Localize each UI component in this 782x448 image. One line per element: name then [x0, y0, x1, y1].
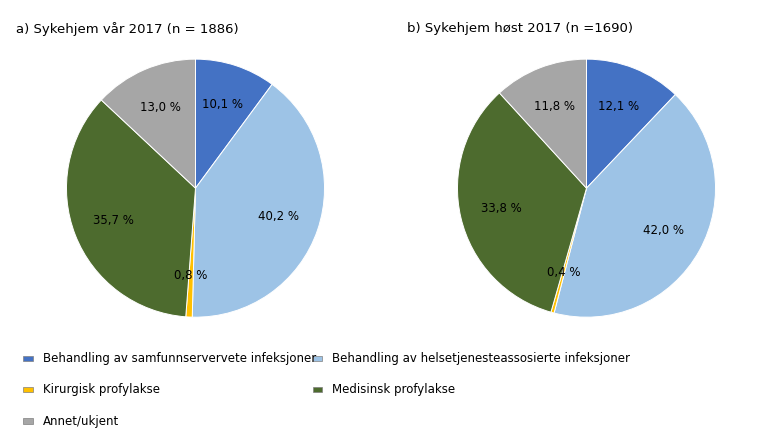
Wedge shape [500, 59, 586, 188]
Text: 35,7 %: 35,7 % [93, 214, 135, 227]
Text: 42,0 %: 42,0 % [643, 224, 683, 237]
Text: 0,4 %: 0,4 % [547, 266, 580, 279]
Text: Behandling av helsetjenesteassosierte infeksjoner: Behandling av helsetjenesteassosierte in… [332, 352, 630, 365]
Wedge shape [186, 188, 196, 317]
Text: Annet/ukjent: Annet/ukjent [43, 414, 120, 428]
Text: 12,1 %: 12,1 % [598, 100, 640, 113]
Text: 13,0 %: 13,0 % [140, 101, 181, 114]
Text: 40,2 %: 40,2 % [258, 210, 299, 223]
Text: 0,8 %: 0,8 % [174, 269, 208, 282]
Text: a) Sykehjem vår 2017 (n = 1886): a) Sykehjem vår 2017 (n = 1886) [16, 22, 239, 36]
Wedge shape [66, 100, 195, 317]
Wedge shape [196, 59, 272, 188]
Wedge shape [586, 59, 676, 188]
Wedge shape [554, 95, 716, 317]
Text: 10,1 %: 10,1 % [203, 98, 243, 111]
Wedge shape [192, 84, 325, 317]
Wedge shape [457, 93, 586, 312]
Wedge shape [551, 188, 586, 313]
Wedge shape [102, 59, 196, 188]
Text: Kirurgisk profylakse: Kirurgisk profylakse [43, 383, 160, 396]
Text: 33,8 %: 33,8 % [481, 202, 522, 215]
Text: 11,8 %: 11,8 % [534, 100, 576, 113]
Text: Behandling av samfunnservervete infeksjoner: Behandling av samfunnservervete infeksjo… [43, 352, 316, 365]
Text: Medisinsk profylakse: Medisinsk profylakse [332, 383, 455, 396]
Text: b) Sykehjem høst 2017 (n =1690): b) Sykehjem høst 2017 (n =1690) [407, 22, 633, 35]
